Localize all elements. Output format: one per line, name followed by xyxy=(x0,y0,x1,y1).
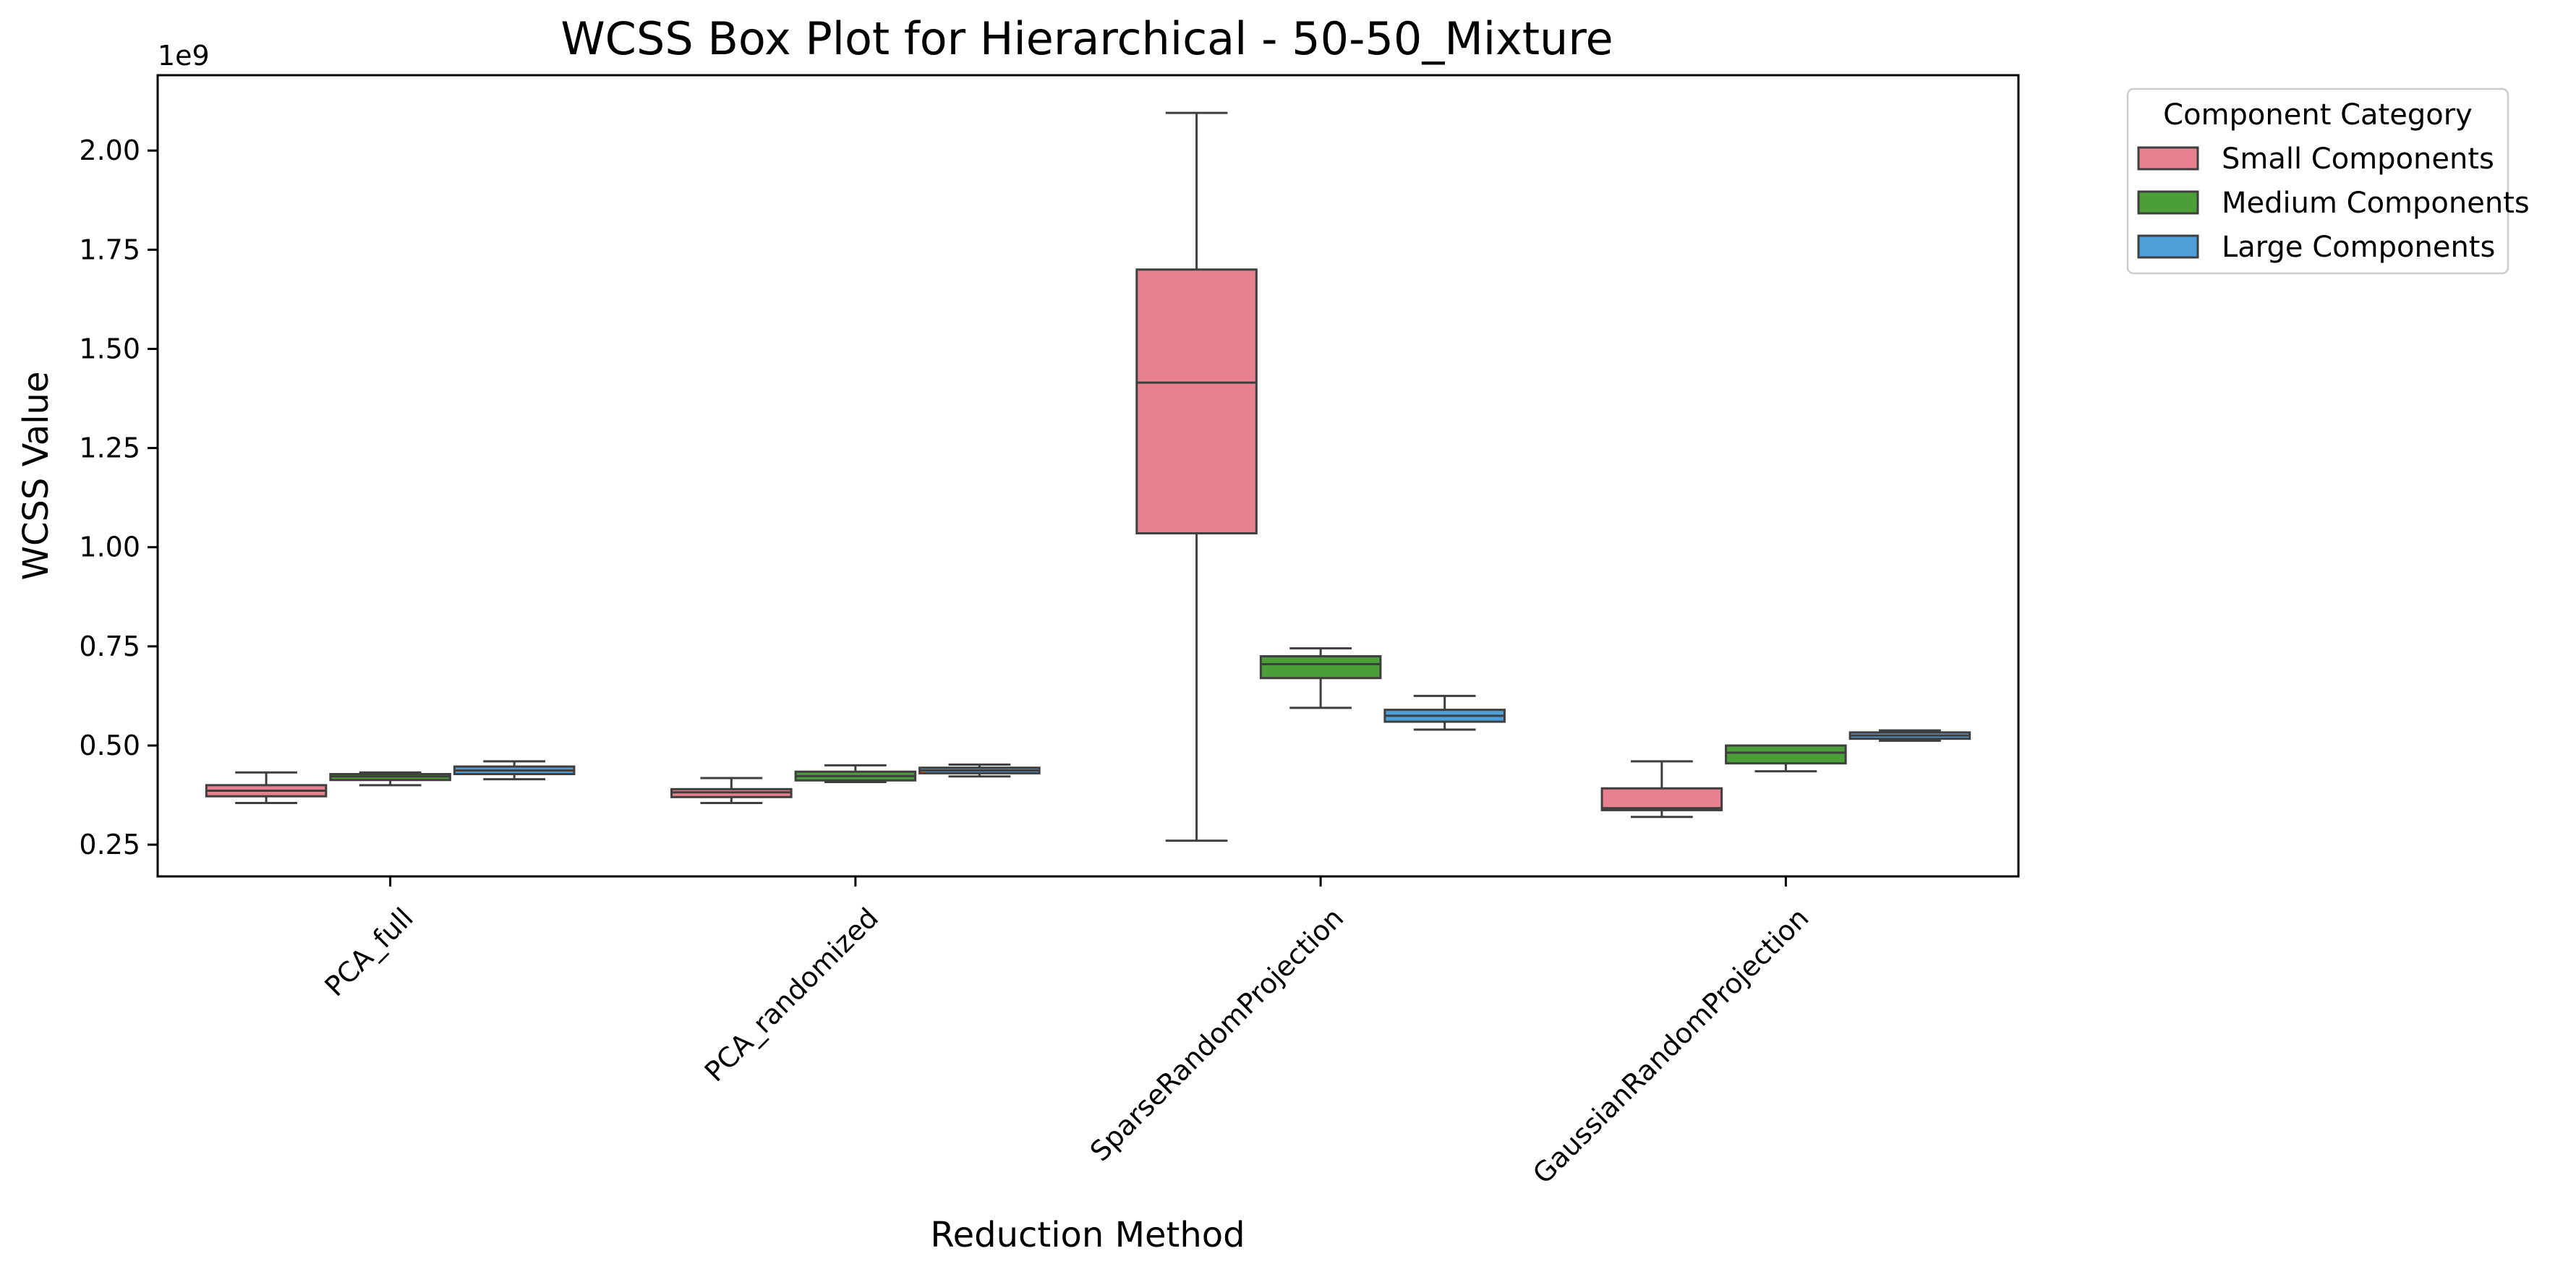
plot-area xyxy=(205,111,1971,842)
box-medium-components xyxy=(1259,647,1382,709)
box-small-components xyxy=(205,771,328,805)
box-small-components xyxy=(1600,760,1723,819)
y-axis-label: WCSS Value xyxy=(16,372,56,581)
box-large-components xyxy=(453,760,576,781)
legend-label: Medium Components xyxy=(2222,187,2530,220)
y-tick-label: 1.25 xyxy=(79,432,140,464)
x-axis-label: Reduction Method xyxy=(930,1215,1245,1255)
box-medium-components xyxy=(329,771,451,787)
box-large-components xyxy=(918,763,1041,778)
box-large-components xyxy=(1848,729,1971,742)
y-tick-label: 0.50 xyxy=(79,730,140,761)
y-tick-label: 1.75 xyxy=(79,234,140,265)
legend-label: Small Components xyxy=(2222,142,2494,176)
box-body xyxy=(1600,787,1723,811)
legend-swatch xyxy=(2137,190,2199,215)
y-tick-label: 1.00 xyxy=(79,531,140,563)
box-body xyxy=(1135,268,1258,535)
box-large-components xyxy=(1383,694,1506,731)
legend-item: Medium Components xyxy=(2137,187,2530,220)
box-body xyxy=(1725,744,1847,765)
legend-item: Large Components xyxy=(2137,231,2495,264)
legend: Component Category Small Components Mediu… xyxy=(2126,87,2530,275)
chart-title: WCSS Box Plot for Hierarchical - 50-50_M… xyxy=(560,12,1613,65)
legend-swatch xyxy=(2137,234,2199,259)
axes-frame xyxy=(156,74,2020,878)
legend-label: Large Components xyxy=(2222,231,2495,264)
y-tick-label: 2.00 xyxy=(79,134,140,166)
y-axis: 0.25 0.50 0.75 1.00 1.25 1.50 1.75 2.00 xyxy=(79,134,158,860)
box-small-components xyxy=(1135,111,1258,842)
y-scale-offset-label: 1e9 xyxy=(158,40,210,72)
box-medium-components xyxy=(794,764,917,783)
legend-swatch xyxy=(2137,146,2199,171)
y-tick-label: 0.25 xyxy=(79,829,140,860)
y-tick-label: 0.75 xyxy=(79,631,140,662)
legend-frame xyxy=(2126,87,2509,275)
box-small-components xyxy=(670,777,793,805)
box-body xyxy=(1259,655,1382,680)
legend-item: Small Components xyxy=(2137,142,2494,176)
legend-title: Component Category xyxy=(2163,98,2473,132)
box-medium-components xyxy=(1725,744,1847,773)
y-tick-label: 1.50 xyxy=(79,333,140,364)
